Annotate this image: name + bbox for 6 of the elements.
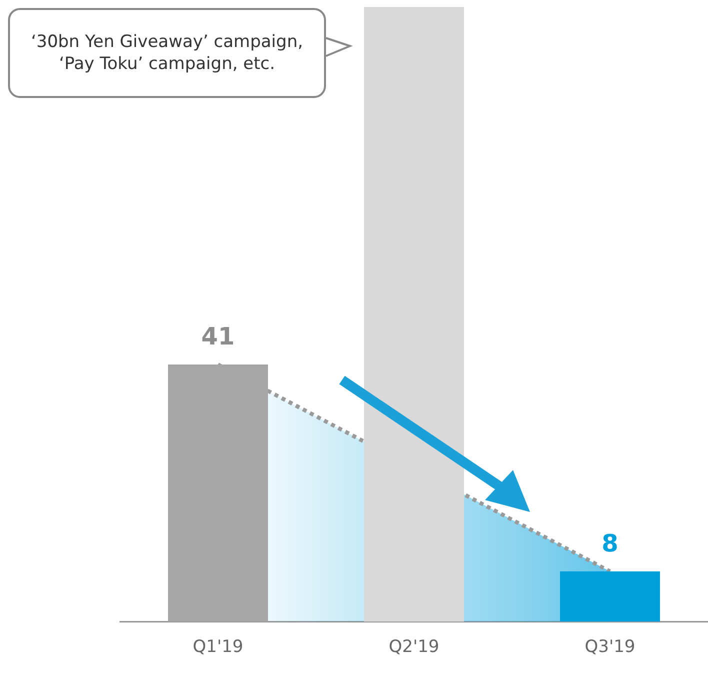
x-tick-label: Q3'19 (584, 637, 636, 658)
x-tick-label: Q1'19 (192, 637, 244, 658)
data-label: 8 (602, 530, 618, 558)
data-label: 41 (201, 322, 235, 351)
callout-box: ‘30bn Yen Giveaway’ campaign, ‘Pay Toku’ campaign, etc. (8, 8, 326, 98)
x-tick-label: Q2'19 (388, 637, 440, 658)
